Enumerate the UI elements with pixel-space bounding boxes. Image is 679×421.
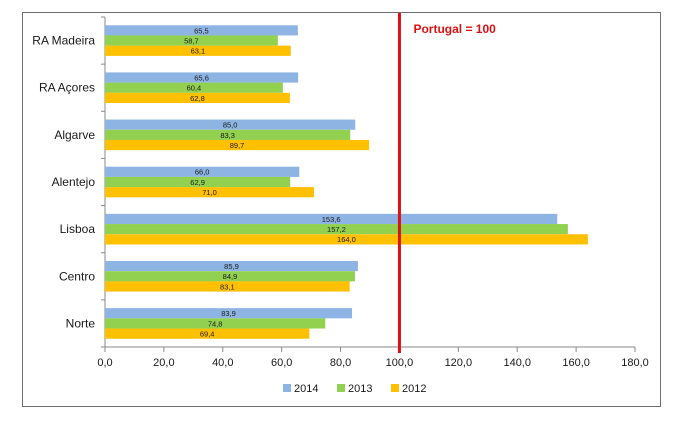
data-label-centro-2013: 84,9 (223, 272, 238, 281)
x-tick-label: 140,0 (503, 357, 531, 369)
axes: 0,0 20,0 40,0 60,0 80,0 100,0 120,0 140,0 160,0 1… (32, 16, 649, 369)
bar-ra-acores-2013 (105, 82, 283, 93)
legend: 2014 2013 2012 (283, 383, 426, 395)
reference-line-label: Portugal = 100 (413, 22, 496, 36)
data-label-lisboa-2014: 153,6 (322, 215, 341, 224)
legend-label-2013: 2013 (348, 383, 372, 395)
bar-centro-2013 (105, 271, 355, 282)
reference-line-group: Portugal = 100 (397, 13, 496, 353)
data-label-algarve-2014: 85,0 (223, 121, 238, 130)
x-tick-label: 60,0 (271, 357, 292, 369)
x-tick-label: 20,0 (153, 357, 174, 369)
data-label-ra-acores-2014: 65,6 (194, 73, 209, 82)
bar-algarve-2012 (105, 139, 370, 151)
bar-ra-madeira-2012 (105, 45, 291, 56)
data-label-ra-madeira-2014: 65,5 (194, 26, 209, 35)
data-label-lisboa-2013: 157,2 (327, 225, 346, 234)
x-tick-label: 120,0 (445, 357, 473, 369)
legend-label-2014: 2014 (294, 383, 318, 395)
data-label-alentejo-2014: 66,0 (195, 168, 210, 177)
x-tick-label: 40,0 (212, 357, 233, 369)
bar-alentejo-2013 (105, 176, 291, 188)
data-label-ra-madeira-2013: 58,7 (184, 36, 199, 45)
legend-swatch-2012 (391, 384, 399, 392)
data-label-alentejo-2012: 71,0 (202, 188, 217, 197)
x-tick-label: 160,0 (562, 357, 590, 369)
bar-alentejo-2012 (105, 187, 315, 198)
data-label-lisboa-2012: 164,0 (337, 235, 356, 244)
bar-norte-2013 (105, 318, 326, 329)
bar-centro-2012 (105, 281, 350, 292)
category-label-centro: Centro (59, 269, 95, 283)
bar-norte-2014 (105, 308, 353, 319)
data-label-ra-madeira-2012: 63,1 (191, 47, 206, 56)
bar-lisboa-2014 (105, 213, 558, 225)
bar-centro-2014 (105, 260, 358, 272)
category-label-algarve: Algarve (54, 128, 95, 142)
bar-ra-madeira-2014 (105, 25, 298, 36)
legend-swatch-2013 (337, 384, 345, 392)
data-label-algarve-2013: 83,3 (220, 131, 235, 140)
data-label-ra-acores-2012: 62,8 (190, 94, 205, 103)
bar-algarve-2014 (105, 119, 356, 130)
bars (105, 25, 588, 339)
category-label-alentejo: Alentejo (52, 175, 96, 189)
data-label-ra-acores-2013: 60,4 (187, 84, 202, 93)
category-label-norte: Norte (66, 316, 96, 330)
category-label-lisboa: Lisboa (60, 222, 96, 236)
bar-chart: 0,0 20,0 40,0 60,0 80,0 100,0 120,0 140,0 160,0 1… (32, 13, 649, 395)
data-labels: 65,558,7 63,1 65,6 60,462,8 85,083,389,7 66,0… (184, 26, 356, 338)
x-tick-label: 0,0 (97, 357, 112, 369)
data-label-norte-2014: 83,9 (221, 309, 236, 318)
x-tick-label: 80,0 (330, 357, 351, 369)
data-label-norte-2013: 74,8 (208, 319, 223, 328)
bar-algarve-2013 (105, 129, 351, 140)
bar-ra-acores-2012 (105, 92, 290, 104)
data-label-centro-2014: 85,9 (224, 262, 239, 271)
x-tick-label: 180,0 (621, 357, 649, 369)
category-label-ra-acores: RA Açores (39, 81, 95, 95)
bar-lisboa-2012 (105, 234, 588, 245)
chart-frame: 0,0 20,0 40,0 60,0 80,0 100,0 120,0 140,0 160,0 1… (22, 12, 661, 407)
bar-lisboa-2013 (105, 224, 568, 235)
bar-ra-madeira-2013 (105, 35, 278, 46)
bar-norte-2012 (105, 328, 310, 339)
bar-ra-acores-2014 (105, 72, 299, 83)
category-label-ra-madeira: RA Madeira (32, 34, 95, 48)
data-label-norte-2012: 69,4 (200, 330, 215, 339)
x-tick-label: 100,0 (386, 357, 414, 369)
legend-label-2012: 2012 (402, 383, 426, 395)
legend-swatch-2014 (283, 384, 291, 392)
data-label-alentejo-2013: 62,9 (190, 178, 205, 187)
data-label-algarve-2012: 89,7 (230, 141, 245, 150)
data-label-centro-2012: 83,1 (220, 282, 235, 291)
bar-alentejo-2014 (105, 166, 300, 177)
